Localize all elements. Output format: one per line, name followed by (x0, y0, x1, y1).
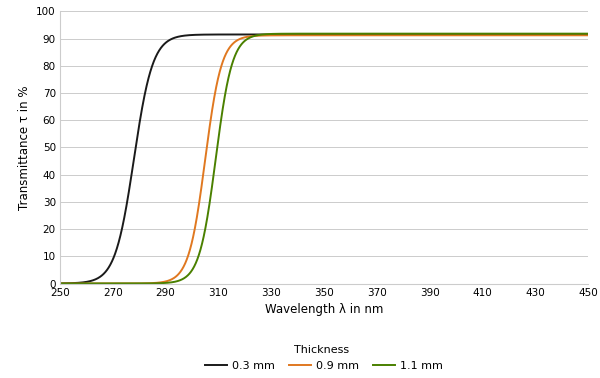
0.9 mm (517, 33, 524, 37)
0.3 mm (56, 281, 64, 286)
1.1 mm (116, 281, 124, 286)
0.9 mm (584, 33, 592, 37)
0.9 mm (56, 281, 64, 286)
1.1 mm (282, 31, 289, 36)
0.3 mm (148, 65, 155, 70)
0.3 mm (282, 32, 289, 37)
Line: 0.9 mm: 0.9 mm (60, 35, 588, 284)
0.9 mm (505, 33, 512, 37)
Line: 0.3 mm: 0.3 mm (60, 34, 588, 284)
0.9 mm (574, 33, 581, 37)
0.9 mm (259, 33, 266, 38)
0.3 mm (584, 32, 592, 37)
0.3 mm (574, 32, 581, 37)
0.9 mm (148, 281, 155, 285)
Legend: 0.3 mm, 0.9 mm, 1.1 mm: 0.3 mm, 0.9 mm, 1.1 mm (200, 341, 448, 375)
1.1 mm (259, 32, 266, 37)
Y-axis label: Transmittance τ in %: Transmittance τ in % (17, 85, 31, 210)
Line: 1.1 mm: 1.1 mm (60, 34, 588, 284)
0.3 mm (116, 234, 124, 239)
0.9 mm (116, 281, 124, 286)
1.1 mm (584, 31, 592, 36)
0.3 mm (477, 32, 484, 37)
1.1 mm (574, 31, 581, 36)
0.9 mm (282, 33, 289, 37)
0.3 mm (259, 32, 266, 37)
1.1 mm (148, 281, 155, 286)
0.3 mm (517, 32, 524, 37)
1.1 mm (517, 31, 524, 36)
1.1 mm (56, 281, 64, 286)
1.1 mm (515, 31, 523, 36)
X-axis label: Wavelength λ in nm: Wavelength λ in nm (265, 303, 383, 316)
